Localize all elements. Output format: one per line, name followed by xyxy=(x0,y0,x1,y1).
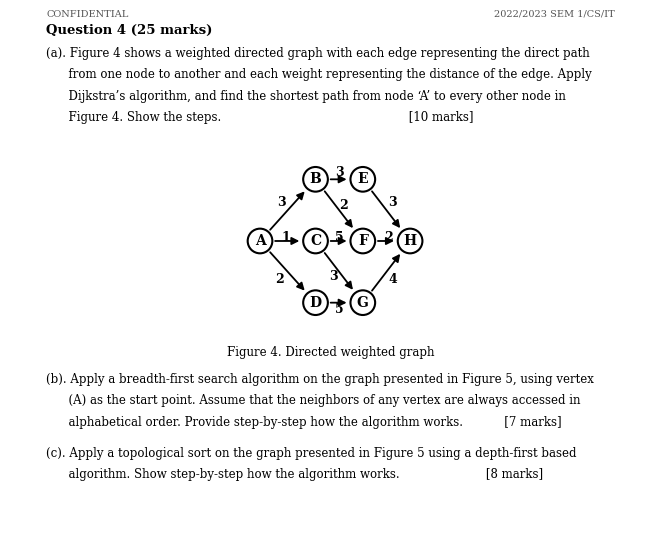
Text: 3: 3 xyxy=(335,166,344,179)
Circle shape xyxy=(303,290,328,315)
Text: 3: 3 xyxy=(329,270,337,284)
Text: 4: 4 xyxy=(388,272,397,286)
Text: H: H xyxy=(403,234,416,248)
Text: 3: 3 xyxy=(388,197,397,209)
Text: 2022/2023 SEM 1/CS/IT: 2022/2023 SEM 1/CS/IT xyxy=(494,10,615,19)
Text: 5: 5 xyxy=(335,303,344,317)
Circle shape xyxy=(350,290,375,315)
Text: Question 4 (25 marks): Question 4 (25 marks) xyxy=(46,24,213,37)
Text: G: G xyxy=(357,296,369,310)
Text: (c). Apply a topological sort on the graph presented in Figure 5 using a depth-f: (c). Apply a topological sort on the gra… xyxy=(46,447,577,459)
Circle shape xyxy=(350,167,375,192)
Text: 2: 2 xyxy=(339,198,348,212)
Text: D: D xyxy=(309,296,322,310)
Text: Figure 4. Directed weighted graph: Figure 4. Directed weighted graph xyxy=(227,346,434,359)
Text: (b). Apply a breadth-first search algorithm on the graph presented in Figure 5, : (b). Apply a breadth-first search algori… xyxy=(46,373,594,386)
Text: (a). Figure 4 shows a weighted directed graph with each edge representing the di: (a). Figure 4 shows a weighted directed … xyxy=(46,47,590,60)
Circle shape xyxy=(398,229,422,253)
Text: from one node to another and each weight representing the distance of the edge. : from one node to another and each weight… xyxy=(46,68,592,81)
Text: 2: 2 xyxy=(384,231,393,245)
Circle shape xyxy=(350,229,375,253)
Text: E: E xyxy=(358,172,368,187)
Text: (A) as the start point. Assume that the neighbors of any vertex are always acces: (A) as the start point. Assume that the … xyxy=(46,394,581,407)
Text: 2: 2 xyxy=(275,272,284,286)
Text: B: B xyxy=(309,172,321,187)
Circle shape xyxy=(303,167,328,192)
Text: Dijkstra’s algorithm, and find the shortest path from node ‘A’ to every other no: Dijkstra’s algorithm, and find the short… xyxy=(46,90,566,102)
Text: alphabetical order. Provide step-by-step how the algorithm works.           [7 m: alphabetical order. Provide step-by-step… xyxy=(46,416,562,429)
Text: F: F xyxy=(358,234,368,248)
Circle shape xyxy=(303,229,328,253)
Text: algorithm. Show step-by-step how the algorithm works.                       [8 m: algorithm. Show step-by-step how the alg… xyxy=(46,468,543,481)
Text: 3: 3 xyxy=(277,197,286,209)
Text: A: A xyxy=(254,234,265,248)
Text: 5: 5 xyxy=(335,231,344,245)
Circle shape xyxy=(248,229,272,253)
Text: CONFIDENTIAL: CONFIDENTIAL xyxy=(46,10,129,19)
Text: C: C xyxy=(310,234,321,248)
Text: Figure 4. Show the steps.                                                  [10 m: Figure 4. Show the steps. [10 m xyxy=(46,111,474,124)
Text: 1: 1 xyxy=(282,231,290,245)
